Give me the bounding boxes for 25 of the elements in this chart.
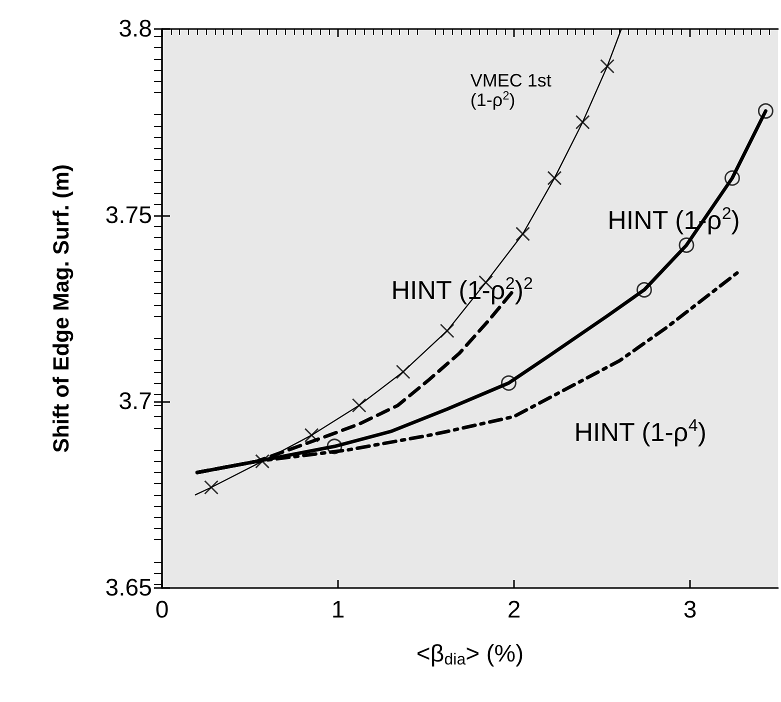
x-tick-label: 3 (683, 596, 697, 624)
point (758, 103, 774, 119)
point (304, 428, 319, 442)
x-tick-label: 1 (331, 596, 345, 624)
point (636, 282, 652, 298)
y-tick-label: 3.75 (105, 202, 152, 229)
point (678, 237, 694, 253)
point (547, 170, 562, 186)
point (516, 226, 530, 242)
point (600, 59, 615, 74)
y-tick-label: 3.65 (105, 574, 152, 602)
y-tick-label: 3.7 (118, 388, 152, 416)
point (204, 480, 219, 495)
point (500, 375, 516, 391)
point (352, 398, 366, 413)
y-axis-title: Shift of Edge Mag. Surf. (m) (48, 164, 74, 453)
point (724, 170, 740, 186)
point (440, 324, 454, 338)
point (255, 454, 270, 469)
x-tick-label: 0 (155, 596, 169, 624)
point (575, 114, 590, 130)
point (326, 438, 342, 454)
point (396, 364, 410, 380)
y-tick-label: 3.8 (118, 16, 152, 42)
x-tick-label: 2 (507, 596, 521, 624)
